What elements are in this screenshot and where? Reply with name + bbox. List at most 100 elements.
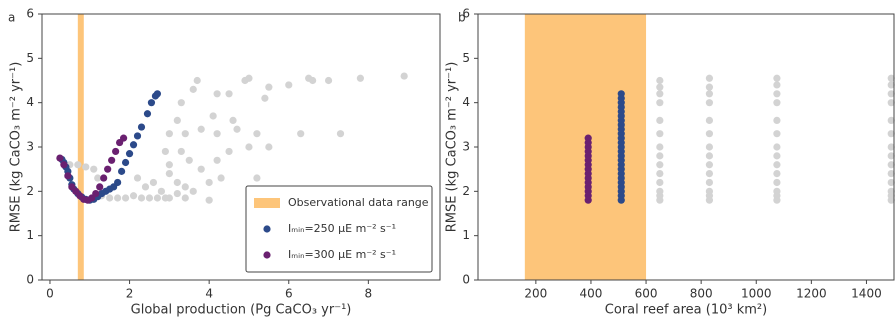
point	[213, 90, 221, 98]
point	[705, 74, 714, 82]
y-tick-label: 4	[26, 95, 34, 109]
point	[656, 90, 664, 98]
point	[96, 183, 104, 191]
point	[106, 194, 114, 202]
point	[705, 152, 714, 160]
y-tick-label: 3	[462, 140, 470, 154]
point	[177, 99, 185, 107]
point	[209, 112, 217, 120]
point	[121, 194, 130, 202]
y-tick-label: 1	[26, 228, 34, 242]
point	[92, 189, 100, 198]
point	[225, 147, 233, 156]
point	[177, 147, 185, 156]
point	[773, 187, 781, 195]
point	[773, 143, 781, 151]
point	[773, 116, 781, 124]
x-axis-label: Coral reef area (10³ km²)	[605, 303, 767, 318]
point	[656, 152, 664, 160]
point	[60, 161, 68, 169]
point	[773, 74, 781, 82]
point	[181, 194, 189, 202]
point	[181, 130, 189, 138]
point	[297, 130, 305, 138]
y-tick-label: 0	[462, 273, 470, 287]
x-tick-label: 1000	[741, 287, 772, 301]
y-tick-label: 6	[26, 7, 34, 21]
point	[189, 187, 197, 195]
span	[77, 14, 84, 280]
point	[165, 130, 173, 138]
point	[82, 163, 90, 171]
point	[137, 123, 146, 131]
point	[165, 161, 173, 169]
legend-label: Iₘᵢₙ=250 μE m⁻² s⁻¹	[288, 222, 396, 235]
x-axis-label: Global production (Pg CaCO₃ yr⁻¹)	[131, 303, 352, 318]
point	[153, 194, 162, 202]
point	[245, 74, 253, 82]
point	[887, 161, 895, 169]
point	[94, 174, 102, 182]
point	[118, 167, 126, 175]
point	[165, 194, 173, 202]
point	[173, 116, 181, 124]
point	[705, 143, 714, 151]
point	[656, 130, 664, 138]
point	[887, 143, 895, 151]
point	[189, 85, 197, 93]
point	[108, 156, 116, 164]
point	[147, 99, 156, 107]
point	[887, 116, 895, 124]
point	[773, 99, 781, 107]
x-tick-label: 1200	[796, 287, 827, 301]
y-tick-label: 6	[462, 7, 470, 21]
point	[705, 178, 714, 187]
point	[887, 90, 895, 98]
point	[149, 178, 158, 187]
point	[656, 187, 664, 195]
x-tick-label: 200	[524, 287, 547, 301]
legend-box	[245, 185, 433, 273]
point	[129, 192, 138, 200]
point	[656, 116, 664, 124]
x-tick-label: 6	[285, 287, 293, 301]
point	[205, 178, 213, 187]
y-tick-label: 1	[462, 228, 470, 242]
point	[356, 74, 364, 82]
point	[213, 156, 221, 164]
point	[253, 130, 261, 138]
point	[145, 194, 154, 202]
point	[213, 130, 221, 138]
point	[887, 178, 895, 187]
point	[104, 165, 112, 173]
y-tick-label: 5	[462, 51, 470, 65]
point	[887, 152, 895, 160]
point	[285, 81, 293, 89]
point	[197, 165, 205, 173]
point	[253, 174, 261, 182]
point	[705, 170, 714, 178]
point	[705, 90, 714, 98]
point	[129, 141, 138, 149]
point	[133, 132, 142, 140]
point	[225, 90, 233, 98]
point	[100, 174, 108, 182]
y-tick-label: 2	[26, 184, 34, 198]
point	[56, 154, 64, 162]
point	[773, 178, 781, 187]
point	[400, 72, 408, 80]
point	[137, 194, 146, 202]
y-axis-label: RMSE (kg CaCO₃ m⁻² yr⁻¹)	[445, 62, 460, 233]
point	[656, 99, 664, 107]
y-tick-label: 5	[26, 51, 34, 65]
point	[887, 187, 895, 195]
point	[705, 83, 714, 91]
point	[161, 147, 169, 156]
point	[705, 116, 714, 124]
point	[584, 134, 592, 142]
point	[143, 110, 152, 118]
point	[112, 147, 120, 156]
x-tick-label: 8	[365, 287, 373, 301]
point	[233, 125, 241, 133]
